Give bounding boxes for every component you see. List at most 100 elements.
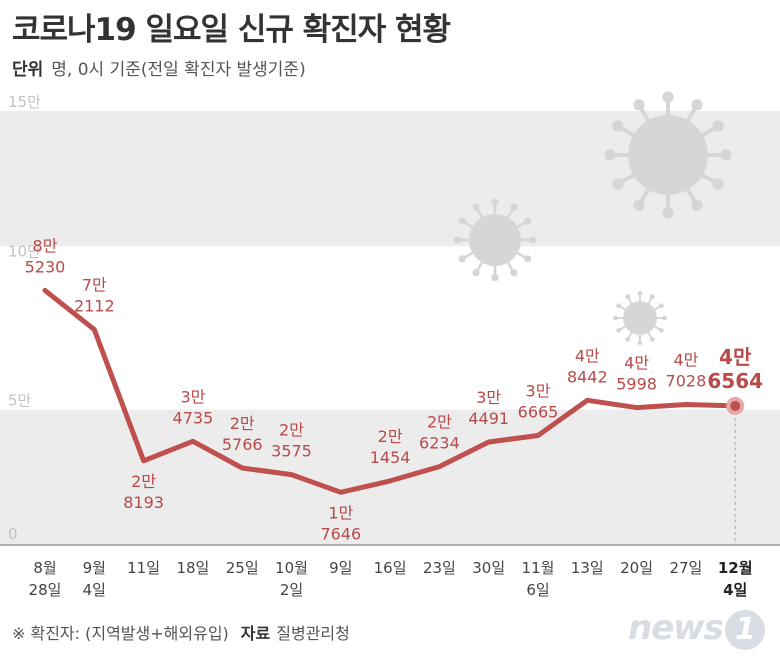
y-tick-label: 5만 xyxy=(8,392,32,410)
x-tick-label: 4일 xyxy=(83,581,106,599)
virus-icon-large-spike-tip xyxy=(691,99,703,111)
x-tick-label: 4일 xyxy=(723,581,747,599)
virus-icon-large-spike-tip xyxy=(612,178,624,190)
virus-icon-medium xyxy=(453,198,537,282)
data-label-man: 7만 xyxy=(82,276,107,295)
virus-icon-medium-spike-tip xyxy=(510,203,518,211)
virus-icon-medium-body xyxy=(469,214,521,266)
virus-icon-medium-spike-tip xyxy=(529,236,537,244)
unit-label: 단위 xyxy=(12,60,44,80)
footnote: ※ 확진자: (지역발생+해외유입) 자료 질병관리청 xyxy=(12,620,350,644)
virus-icon-small-spike-tip xyxy=(637,340,643,346)
y-tick-label: 0 xyxy=(8,525,18,543)
virus-icon-small-body xyxy=(623,301,657,335)
virus-icon-large-spike-tip xyxy=(720,149,732,161)
y-tick-label: 10만 xyxy=(8,242,41,260)
source-label: 자료 xyxy=(240,624,271,643)
data-label-man: 3만 xyxy=(180,387,205,406)
data-label-rest: 3575 xyxy=(271,442,312,461)
virus-icon-large-spike-tip xyxy=(633,199,645,211)
data-label-man: 2만 xyxy=(230,414,255,433)
band-lower xyxy=(0,409,780,545)
data-label-man: 4만 xyxy=(719,345,752,369)
virus-icon-small-spike-tip xyxy=(625,294,631,300)
virus-icon-medium-spike-tip xyxy=(524,255,532,263)
data-label-rest: 1454 xyxy=(370,448,411,467)
virus-icon-small-spike-tip xyxy=(616,327,622,333)
virus-icon-small-spike-tip xyxy=(616,303,622,309)
x-tick-label: 11월 xyxy=(522,559,555,577)
x-tick-label: 8월 xyxy=(33,559,56,577)
x-tick-label: 13일 xyxy=(571,559,604,577)
virus-icon-medium-spike-tip xyxy=(458,217,466,225)
data-label-man: 4만 xyxy=(673,351,698,370)
x-tick-label: 28일 xyxy=(29,581,62,599)
unit-note: 단위 명, 0시 기준(전일 확진자 발생기준) xyxy=(12,55,306,80)
data-label-man: 2만 xyxy=(279,421,304,440)
data-label-rest: 2112 xyxy=(74,297,115,316)
virus-icon-small-spike-tip xyxy=(658,303,664,309)
data-label-rest: 7646 xyxy=(320,524,361,543)
y-tick-label: 15만 xyxy=(8,93,41,111)
virus-icon-large-spike-tip xyxy=(662,91,674,103)
virus-icon-medium-spike-tip xyxy=(524,217,532,225)
virus-icon-large-body xyxy=(628,115,708,195)
data-label-man: 4만 xyxy=(575,346,600,365)
data-label-rest: 8442 xyxy=(567,367,608,386)
x-tick-label: 27일 xyxy=(669,559,702,577)
virus-icon-small-spike-tip xyxy=(649,294,655,300)
chart-title: 코로나19 일요일 신규 확진자 현황 xyxy=(12,12,451,48)
data-label-man: 3만 xyxy=(526,381,551,400)
x-tick-label: 23일 xyxy=(423,559,456,577)
x-tick-label: 18일 xyxy=(176,559,209,577)
data-label-rest: 7028 xyxy=(666,372,707,391)
data-label-man: 4만 xyxy=(624,354,649,373)
virus-icon-small-spike-tip xyxy=(649,336,655,342)
footnote-text: ※ 확진자: (지역발생+해외유입) xyxy=(12,624,229,643)
virus-icon-small-spike-tip xyxy=(637,290,643,296)
data-label-rest: 8193 xyxy=(123,493,164,512)
virus-icon-large-spike-tip xyxy=(712,178,724,190)
data-label-rest: 5998 xyxy=(616,375,657,394)
x-tick-label: 25일 xyxy=(226,559,259,577)
data-label-rest: 6665 xyxy=(518,402,559,421)
x-tick-label: 30일 xyxy=(472,559,505,577)
data-label-rest: 6564 xyxy=(707,369,763,393)
x-tick-label: 20일 xyxy=(620,559,653,577)
virus-icon-large-spike-tip xyxy=(662,207,674,219)
series-line xyxy=(42,287,738,495)
data-label-man: 2만 xyxy=(131,472,156,491)
virus-icon-large-spike-tip xyxy=(633,99,645,111)
highlight-point xyxy=(730,400,741,411)
logo-mark: 1 xyxy=(724,610,765,650)
virus-icon-medium-spike-tip xyxy=(472,269,480,277)
data-label-rest: 4491 xyxy=(468,409,509,428)
virus-icon-large-spike-tip xyxy=(612,120,624,132)
unit-text: 명, 0시 기준(전일 확진자 발생기준) xyxy=(51,60,306,80)
data-label-rest: 5766 xyxy=(222,435,263,454)
x-tick-label: 2일 xyxy=(280,581,303,599)
virus-icon-large-spike-tip xyxy=(691,199,703,211)
virus-icon-small-spike-tip xyxy=(658,327,664,333)
data-label-man: 1만 xyxy=(328,503,353,522)
news1-logo: news 1 xyxy=(628,608,765,650)
x-tick-label: 10월 xyxy=(275,559,308,577)
virus-icon-small xyxy=(612,290,668,346)
data-label-man: 3만 xyxy=(476,388,501,407)
x-tick-label: 6일 xyxy=(526,581,549,599)
virus-icon-small-spike-tip xyxy=(662,315,668,321)
virus-icon-large xyxy=(604,91,732,219)
virus-icon-large-spike-tip xyxy=(712,120,724,132)
virus-icon-small-spike-tip xyxy=(612,315,618,321)
data-label-rest: 5230 xyxy=(25,257,66,276)
virus-icon-medium-spike-tip xyxy=(491,198,499,206)
data-label-man: 2만 xyxy=(378,427,403,446)
x-tick-label: 9월 xyxy=(83,559,106,577)
x-tick-label: 9일 xyxy=(329,559,352,577)
virus-icon-medium-spike-tip xyxy=(458,255,466,263)
virus-icon-medium-spike-tip xyxy=(472,203,480,211)
data-label-man: 2만 xyxy=(427,413,452,432)
virus-icon-medium-spike-tip xyxy=(491,274,499,282)
x-tick-label: 16일 xyxy=(374,559,407,577)
